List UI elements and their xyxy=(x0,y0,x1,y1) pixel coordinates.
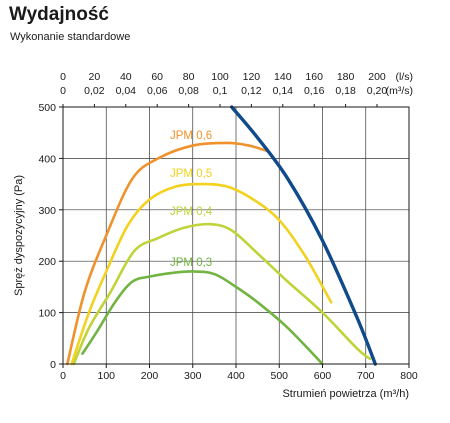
top-axis-m3s-tick: 0,18 xyxy=(335,85,356,97)
x-axis-label: Strumień powietrza (m³/h) xyxy=(282,388,409,400)
top-axis-m3s-tick: 0,12 xyxy=(241,85,262,97)
top-axis-ls-tick: 200 xyxy=(368,71,386,83)
page-subtitle: Wykonanie standardowe xyxy=(10,31,131,43)
plot-frame xyxy=(59,104,410,368)
x-tick-label: 500 xyxy=(270,370,288,382)
top-axis-ls-tick: 0 xyxy=(60,71,66,83)
series-lines xyxy=(66,105,377,366)
top-axis-ls-tick: 40 xyxy=(120,71,132,83)
series-label-3: JPM 0,3 xyxy=(170,257,212,269)
x-tick-label: 200 xyxy=(141,370,159,382)
system-curve-line xyxy=(229,105,377,366)
x-tick-label: 0 xyxy=(60,370,66,382)
top-axis-ls-tick: 100 xyxy=(211,71,229,83)
top-axis-m3s-unit: (m³/s) xyxy=(386,85,413,97)
series-line-3 xyxy=(81,270,324,366)
top-axis-m3s-tick: 0,1 xyxy=(213,85,228,97)
y-tick-label: 200 xyxy=(38,256,56,268)
series-line-2 xyxy=(72,222,372,366)
series-line-1 xyxy=(70,182,333,366)
grid xyxy=(62,106,410,365)
series-label-1: JPM 0,5 xyxy=(170,168,212,180)
top-axis-m3s-tick: 0 xyxy=(60,85,66,97)
x-tick-label: 300 xyxy=(184,370,202,382)
top-axis-m3s-tick: 0,16 xyxy=(304,85,325,97)
y-tick-label: 400 xyxy=(38,153,56,165)
top-axis-ls-unit: (l/s) xyxy=(396,71,414,83)
y-axis-label: Spręż dyspozycyjny (Pa) xyxy=(13,175,25,296)
top-axis-m3s-tick: 0,14 xyxy=(273,85,294,97)
y-tick-label: 0 xyxy=(50,359,56,371)
top-axis-ls-tick: 140 xyxy=(274,71,292,83)
top-axis-ls-tick: 120 xyxy=(243,71,261,83)
top-axis-m3s-tick: 0,04 xyxy=(116,85,137,97)
series-line-0 xyxy=(66,141,268,366)
top-axis-ls-tick: 60 xyxy=(151,71,163,83)
x-tick-label: 700 xyxy=(357,370,375,382)
top-axis-m3s-tick: 0,20 xyxy=(367,85,388,97)
series-label-0: JPM 0,6 xyxy=(170,130,212,142)
top-axis-ls-tick: 80 xyxy=(183,71,195,83)
x-tick-label: 400 xyxy=(227,370,245,382)
x-tick-label: 600 xyxy=(314,370,332,382)
top-axis-ls-tick: 180 xyxy=(337,71,355,83)
top-axis-m3s-tick: 0,06 xyxy=(147,85,168,97)
top-axis-m3s-tick: 0,02 xyxy=(84,85,105,97)
x-tick-label: 800 xyxy=(400,370,418,382)
page-title: Wydajność xyxy=(9,4,109,25)
top-axis-ls-tick: 160 xyxy=(305,71,323,83)
top-axis-m3s-tick: 0,08 xyxy=(178,85,199,97)
top-axis-ls-tick: 20 xyxy=(89,71,101,83)
x-tick-label: 100 xyxy=(97,370,115,382)
series-label-2: JPM 0,4 xyxy=(170,206,213,218)
y-tick-label: 300 xyxy=(38,205,56,217)
y-tick-label: 100 xyxy=(38,308,56,320)
y-tick-label: 500 xyxy=(38,102,56,114)
